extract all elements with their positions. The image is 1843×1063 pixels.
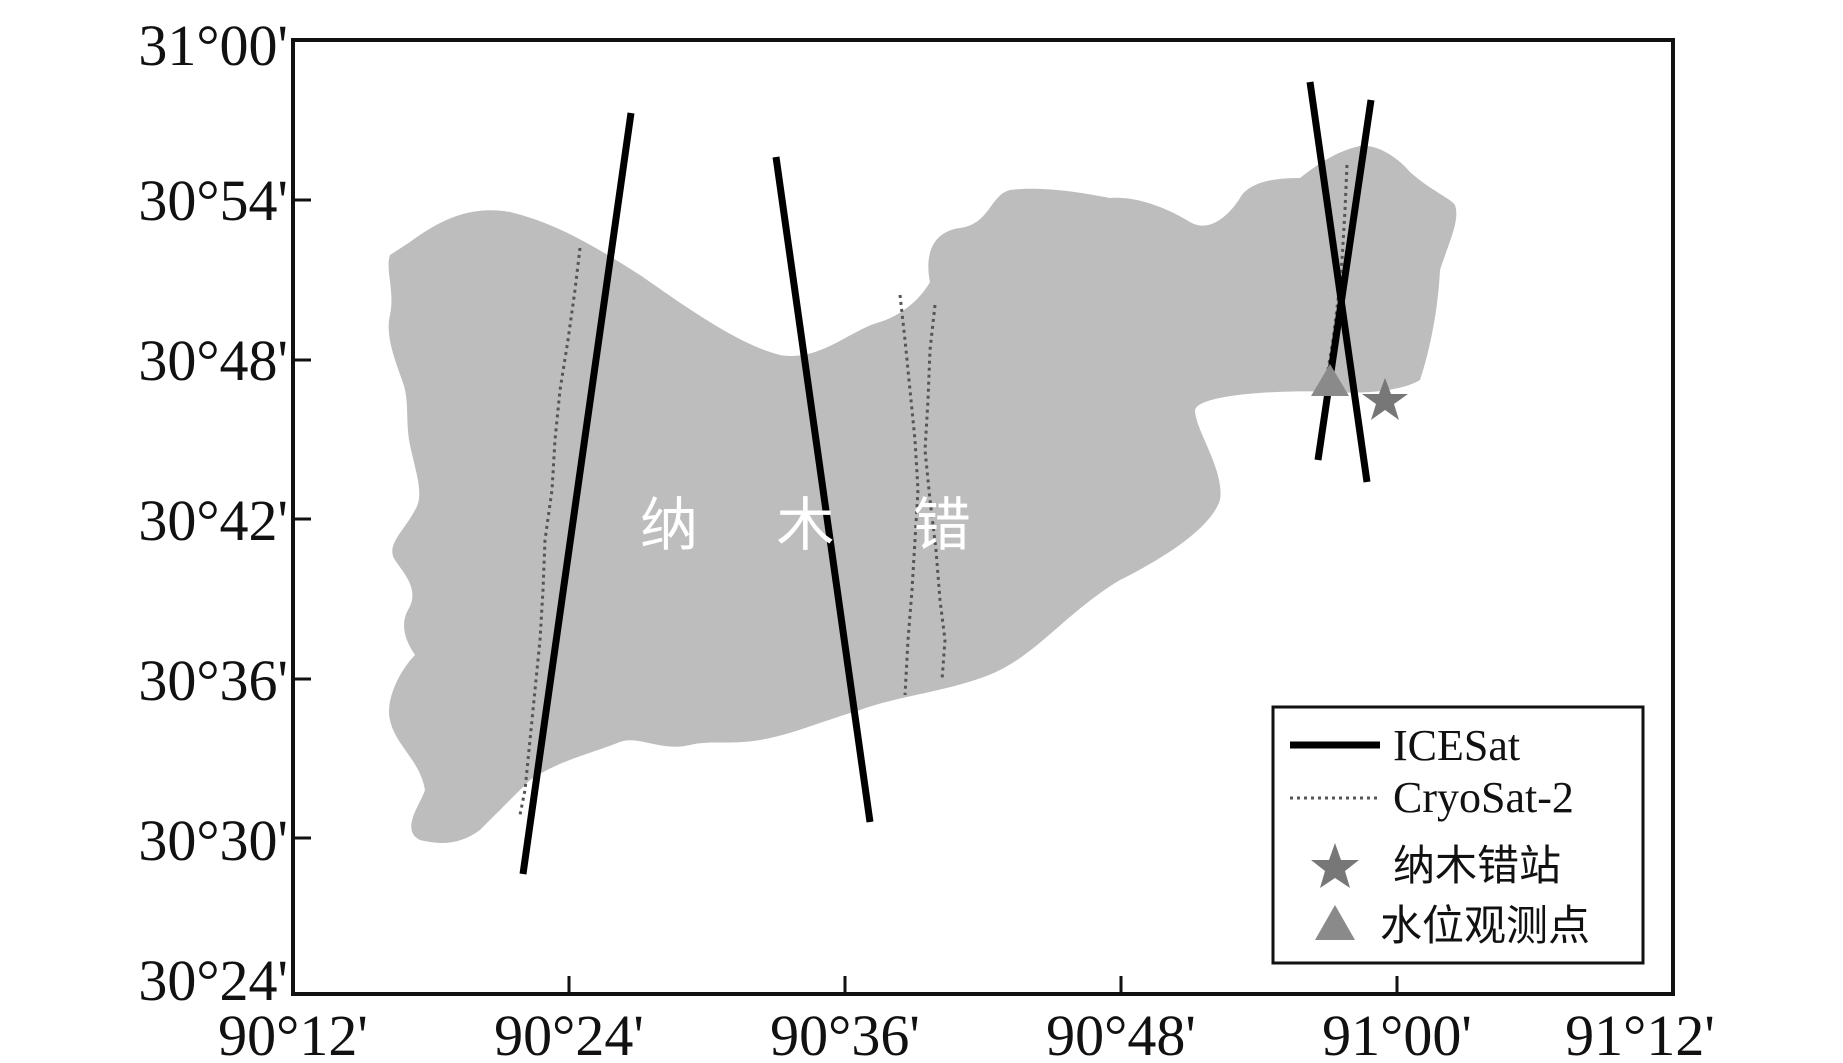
x-tick-label: 91°12': [1565, 1003, 1715, 1063]
legend-station-icon: [1311, 843, 1359, 888]
y-tick-label: 30°30': [138, 808, 288, 873]
namco-lake-shape: [388, 145, 1457, 843]
cryosat-track-west: [518, 247, 582, 816]
legend-water-level-icon: [1315, 905, 1355, 940]
y-tick-label: 30°24': [138, 948, 288, 1013]
map-frame: [291, 38, 1675, 996]
icesat-tracks: [519, 81, 1375, 875]
icesat-track-1: [519, 112, 635, 875]
icesat-track-4: [1314, 99, 1375, 461]
x-tick-label: 90°36': [770, 1003, 920, 1063]
y-tick-label: 30°48': [138, 328, 288, 393]
x-axis-ticks: [567, 976, 1399, 994]
x-tick-label: 90°12': [218, 1003, 368, 1063]
water-level-point-marker: [1311, 364, 1349, 396]
x-tick-label: 90°24': [494, 1003, 644, 1063]
legend: ICESat CryoSat-2 纳木错站 水位观测点: [1271, 705, 1645, 965]
y-tick-label: 31°00': [138, 13, 288, 78]
legend-icesat-label: ICESat: [1393, 721, 1520, 770]
x-tick-label: 91°00': [1322, 1003, 1472, 1063]
cryosat-track-east: [1326, 164, 1349, 371]
icesat-track-2: [772, 156, 874, 823]
legend-water-level-label: 水位观测点: [1380, 901, 1590, 950]
y-tick-label: 30°42': [138, 488, 288, 553]
legend-cryosat-label: CryoSat-2: [1393, 773, 1574, 822]
y-tick-label: 30°36': [138, 648, 288, 713]
lake-name-label: 纳 木 错: [640, 491, 1001, 559]
icesat-track-3: [1306, 81, 1371, 483]
cryosat-tracks: [518, 164, 1349, 816]
legend-station-label: 纳木错站: [1393, 841, 1561, 890]
cryosat-track-central-a: [898, 294, 920, 696]
cryosat-track-central-b: [923, 304, 947, 681]
y-tick-label: 30°54': [138, 168, 288, 233]
y-axis-ticks: [293, 198, 311, 840]
namco-station-marker: [1362, 378, 1408, 420]
x-tick-label: 90°48': [1046, 1003, 1196, 1063]
